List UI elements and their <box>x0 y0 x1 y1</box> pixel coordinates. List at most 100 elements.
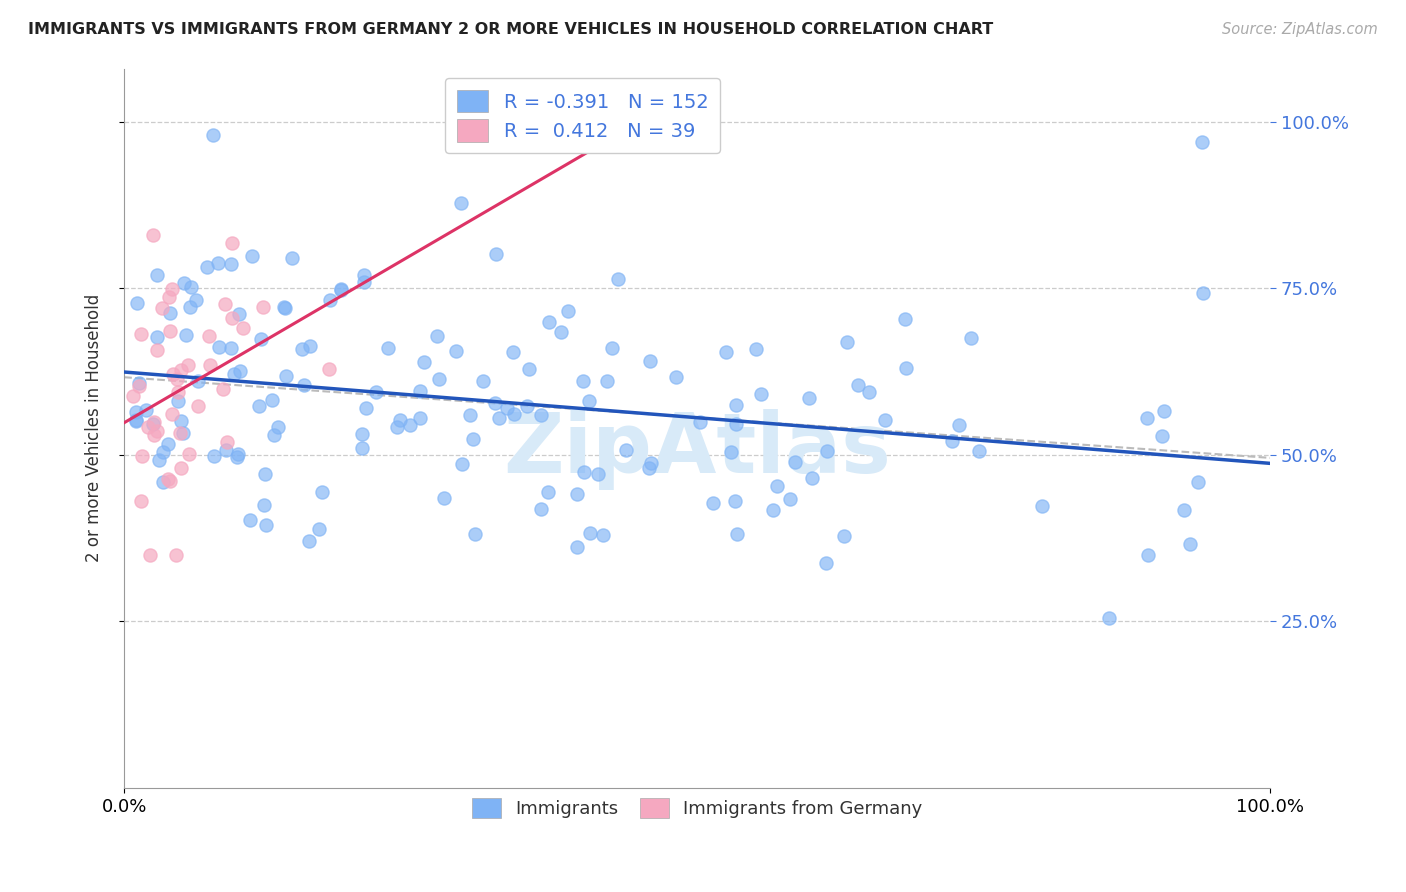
Point <box>353 268 375 282</box>
Point <box>530 501 553 516</box>
Point <box>253 498 276 512</box>
Point <box>389 412 412 426</box>
Point <box>202 128 225 142</box>
Point <box>1192 286 1215 301</box>
Point <box>159 306 181 320</box>
Point <box>398 418 420 433</box>
Point <box>214 297 236 311</box>
Point <box>1152 429 1174 443</box>
Point <box>198 329 221 343</box>
Point <box>484 396 506 410</box>
Point <box>366 384 388 399</box>
Point <box>146 424 169 438</box>
Point <box>1180 537 1202 551</box>
Point <box>291 343 314 357</box>
Point <box>783 455 806 469</box>
Point <box>187 399 209 413</box>
Point <box>170 461 193 475</box>
Point <box>329 283 352 297</box>
Point <box>1137 549 1160 563</box>
Point <box>485 247 508 261</box>
Point <box>413 355 436 369</box>
Point <box>377 341 399 355</box>
Point <box>128 376 150 390</box>
Point <box>217 434 239 449</box>
Point <box>131 450 153 464</box>
Point <box>170 363 193 377</box>
Point <box>565 540 588 554</box>
Point <box>159 324 181 338</box>
Point <box>281 251 304 265</box>
Point <box>716 344 738 359</box>
Point <box>720 445 742 459</box>
Point <box>157 290 180 304</box>
Point <box>517 362 540 376</box>
Point <box>298 339 321 353</box>
Point <box>606 271 628 285</box>
Point <box>1136 411 1159 425</box>
Point <box>873 412 896 426</box>
Point <box>689 415 711 429</box>
Point <box>124 405 146 419</box>
Point <box>1031 499 1053 513</box>
Point <box>638 461 661 475</box>
Point <box>212 382 235 396</box>
Point <box>385 419 408 434</box>
Point <box>254 517 277 532</box>
Point <box>207 256 229 270</box>
Point <box>1173 503 1195 517</box>
Point <box>894 311 917 326</box>
Point <box>579 526 602 541</box>
Point <box>254 467 277 481</box>
Point <box>131 494 153 508</box>
Point <box>145 329 167 343</box>
Point <box>815 556 838 570</box>
Point <box>702 496 724 510</box>
Point <box>274 368 297 383</box>
Point <box>177 359 200 373</box>
Point <box>762 503 785 517</box>
Text: ZipAtlas: ZipAtlas <box>503 409 891 491</box>
Point <box>832 528 855 542</box>
Point <box>172 426 194 441</box>
Point <box>464 527 486 541</box>
Point <box>516 399 538 413</box>
Point <box>135 403 157 417</box>
Point <box>1097 611 1119 625</box>
Point <box>229 364 252 378</box>
Point <box>725 527 748 541</box>
Point <box>530 408 553 422</box>
Legend: Immigrants, Immigrants from Germany: Immigrants, Immigrants from Germany <box>465 790 929 826</box>
Point <box>458 408 481 422</box>
Point <box>308 522 330 536</box>
Point <box>252 300 274 314</box>
Point <box>124 413 146 427</box>
Point <box>640 456 662 470</box>
Point <box>197 260 219 274</box>
Point <box>157 472 180 486</box>
Point <box>665 370 688 384</box>
Point <box>749 387 772 401</box>
Point <box>572 374 595 388</box>
Point <box>208 340 231 354</box>
Point <box>202 449 225 463</box>
Point <box>592 528 614 542</box>
Point <box>488 411 510 425</box>
Point <box>228 307 250 321</box>
Point <box>298 533 321 548</box>
Point <box>319 293 342 308</box>
Point <box>574 465 596 479</box>
Point <box>166 372 188 386</box>
Point <box>292 377 315 392</box>
Point <box>198 359 221 373</box>
Point <box>724 494 747 508</box>
Point <box>967 444 990 458</box>
Point <box>125 296 148 310</box>
Point <box>1153 404 1175 418</box>
Point <box>472 374 495 388</box>
Point <box>538 315 561 329</box>
Point <box>1187 475 1209 489</box>
Point <box>1191 135 1213 149</box>
Point <box>143 415 166 429</box>
Point <box>600 341 623 355</box>
